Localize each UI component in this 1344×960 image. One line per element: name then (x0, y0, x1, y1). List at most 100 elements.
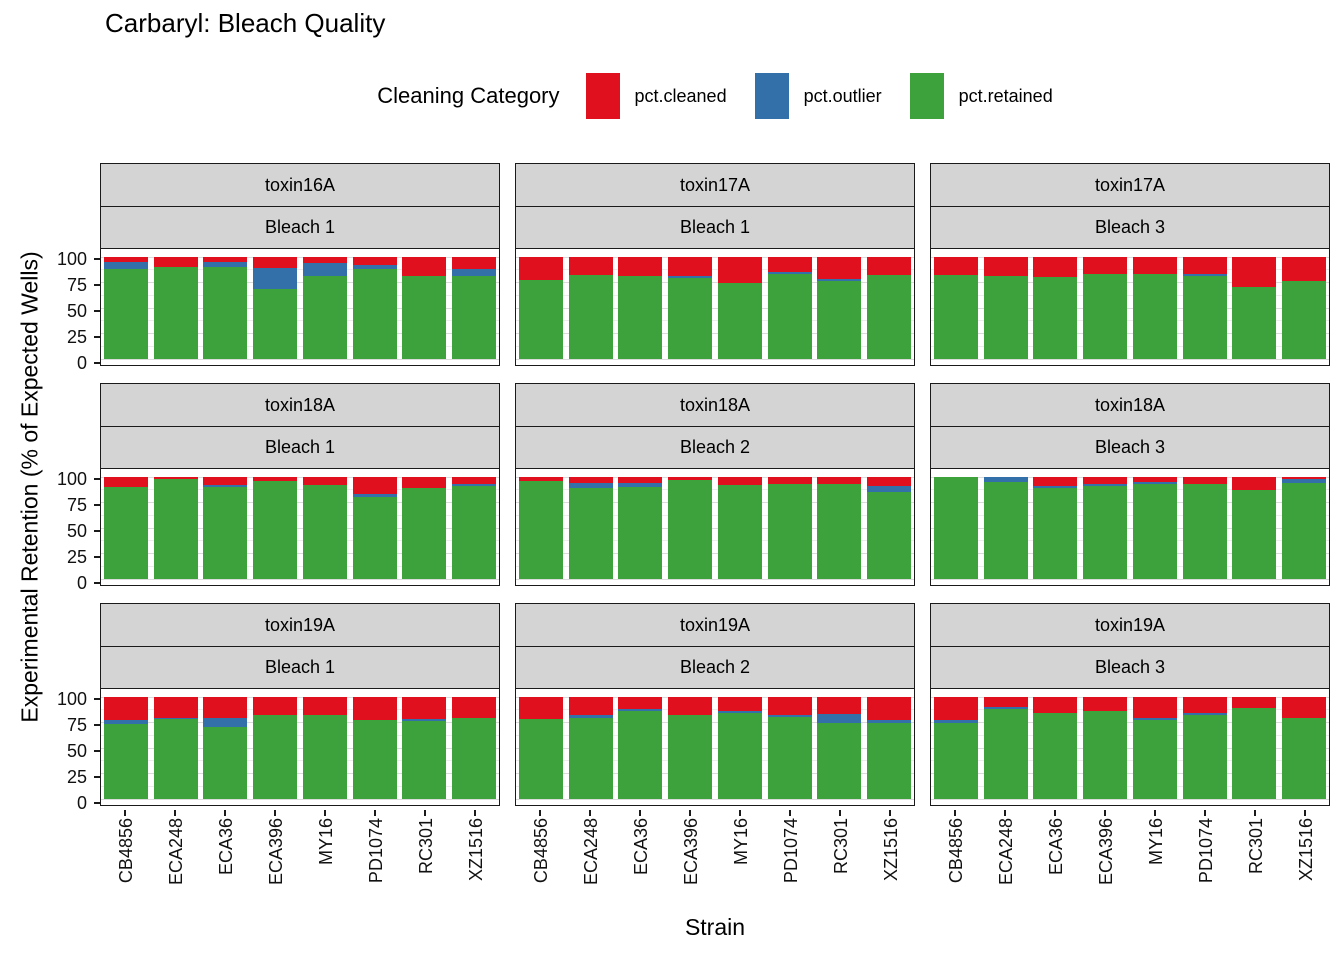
bar-segment-pct.outlier (817, 714, 862, 723)
bar-segment-pct.retained (1282, 483, 1327, 579)
bar-segment-pct.cleaned (717, 477, 762, 486)
bar-segment-pct.cleaned (983, 257, 1028, 277)
bar-segment-pct.retained (518, 280, 563, 359)
bar-segment-pct.retained (103, 269, 148, 359)
bar-segment-pct.cleaned (1232, 477, 1277, 491)
bar-segment-pct.retained (1033, 713, 1078, 799)
bar-segment-pct.retained (1033, 277, 1078, 359)
bar-PD1074 (767, 697, 812, 799)
x-tick-label-PD1074: PD1074 (765, 818, 815, 916)
plot-area (931, 256, 1329, 360)
bar-ECA248 (568, 477, 613, 579)
bar-slot-PD1074 (350, 477, 400, 579)
y-tick-mark (94, 258, 100, 260)
y-tick-label: 50 (66, 521, 87, 541)
bar-segment-pct.retained (452, 486, 497, 579)
x-tick-mark (689, 810, 691, 816)
bar-segment-pct.cleaned (1033, 697, 1078, 714)
bar-ECA248 (153, 697, 198, 799)
bar-segment-pct.outlier (983, 477, 1028, 483)
bar-segment-pct.cleaned (352, 477, 397, 495)
facet-strip-bleach: Bleach 1 (100, 425, 500, 470)
x-tick-mark (224, 810, 226, 816)
bar-segment-pct.cleaned (1282, 477, 1327, 480)
legend-label: pct.outlier (803, 85, 882, 106)
bar-segment-pct.outlier (767, 272, 812, 275)
x-tick-label-MY16: MY16 (1130, 818, 1180, 916)
plot-area (931, 476, 1329, 580)
bar-segment-pct.outlier (1033, 486, 1078, 489)
minor-gridline (931, 540, 1329, 542)
bar-segment-pct.retained (983, 276, 1028, 359)
bar-MY16 (302, 697, 347, 799)
x-tick-mark (1304, 810, 1306, 816)
bar-XZ1516 (1282, 257, 1327, 359)
bar-segment-pct.outlier (153, 718, 198, 720)
bar-ECA36 (203, 257, 248, 359)
bar-slot-PD1074 (765, 477, 815, 579)
bar-segment-pct.cleaned (253, 697, 298, 716)
x-tick-mark (124, 810, 126, 816)
bar-XZ1516 (452, 477, 497, 579)
bar-ECA396 (253, 477, 298, 579)
x-tick-label-ECA36: ECA36 (200, 818, 250, 916)
bar-segment-pct.outlier (1182, 713, 1227, 716)
bar-ECA248 (153, 477, 198, 579)
x-tick-mark (1254, 810, 1256, 816)
bar-slot-ECA36 (1031, 477, 1081, 579)
bar-slot-MY16 (715, 477, 765, 579)
bar-segment-pct.cleaned (767, 477, 812, 485)
bar-segment-pct.retained (402, 721, 447, 799)
minor-gridline (931, 785, 1329, 787)
bar-segment-pct.retained (668, 715, 713, 799)
bar-segment-pct.retained (983, 482, 1028, 579)
facet-strip-toxin: toxin19A (515, 603, 915, 647)
bar-segment-pct.cleaned (402, 477, 447, 489)
facet-panel (930, 468, 1330, 586)
x-tick-mark (1154, 810, 1156, 816)
x-tick-label-text: XZ1516 (881, 818, 901, 882)
bar-segment-pct.retained (618, 711, 663, 799)
x-tick-label-XZ1516: XZ1516 (865, 818, 915, 916)
x-axis-labels: CB4856 ECA248 ECA36 ECA396 MY16 PD1074 RC301 XZ… (930, 818, 1330, 916)
x-tick-label-text: CB4856 (946, 818, 966, 884)
minor-gridline (101, 320, 499, 322)
major-gridline (931, 502, 1329, 503)
bar-slot-ECA396 (250, 697, 300, 799)
bar-slot-MY16 (1130, 477, 1180, 579)
bar-slot-ECA248 (981, 257, 1031, 359)
bar-segment-pct.cleaned (668, 257, 713, 277)
bar-slot-PD1074 (765, 257, 815, 359)
y-tick-label: 25 (66, 327, 87, 347)
x-tick-label-text: ECA248 (996, 818, 1016, 886)
x-tick-label-MY16: MY16 (300, 818, 350, 916)
bar-slot-RC301 (1230, 697, 1280, 799)
x-tick-mark (374, 810, 376, 816)
major-gridline (516, 282, 914, 283)
bar-PD1074 (352, 257, 397, 359)
y-tick-mark (94, 310, 100, 312)
major-gridline (101, 578, 499, 580)
bar-segment-pct.retained (817, 722, 862, 799)
bar-segment-pct.cleaned (153, 257, 198, 268)
bar-segment-pct.cleaned (568, 697, 613, 716)
facet-strip-bleach: Bleach 2 (515, 645, 915, 690)
major-gridline (516, 527, 914, 529)
bar-ECA396 (253, 697, 298, 799)
bar-slot-PD1074 (1180, 697, 1230, 799)
bar-slot-ECA396 (1080, 697, 1130, 799)
bar-slot-RC301 (1230, 257, 1280, 359)
bar-segment-pct.cleaned (1182, 697, 1227, 714)
bar-ECA396 (1083, 697, 1128, 799)
major-gridline (101, 722, 499, 723)
bar-slot-XZ1516 (1279, 477, 1329, 579)
facet-toxin17A-bleach1: toxin17A Bleach 1 (515, 163, 915, 366)
facet-panel (100, 468, 500, 586)
bar-segment-pct.cleaned (352, 257, 397, 266)
bar-slot-ECA248 (151, 257, 201, 359)
bar-segment-pct.retained (933, 722, 978, 799)
bar-slot-RC301 (1230, 477, 1280, 579)
facet-panel (515, 248, 915, 366)
bar-segment-pct.cleaned (817, 697, 862, 715)
bar-segment-pct.cleaned (203, 477, 248, 486)
